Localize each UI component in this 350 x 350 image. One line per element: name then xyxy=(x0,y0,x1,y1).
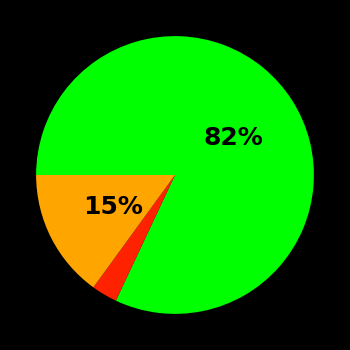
Text: 15%: 15% xyxy=(83,195,143,218)
Wedge shape xyxy=(93,175,175,301)
Wedge shape xyxy=(36,175,175,287)
Wedge shape xyxy=(36,36,314,314)
Text: 82%: 82% xyxy=(204,126,264,150)
